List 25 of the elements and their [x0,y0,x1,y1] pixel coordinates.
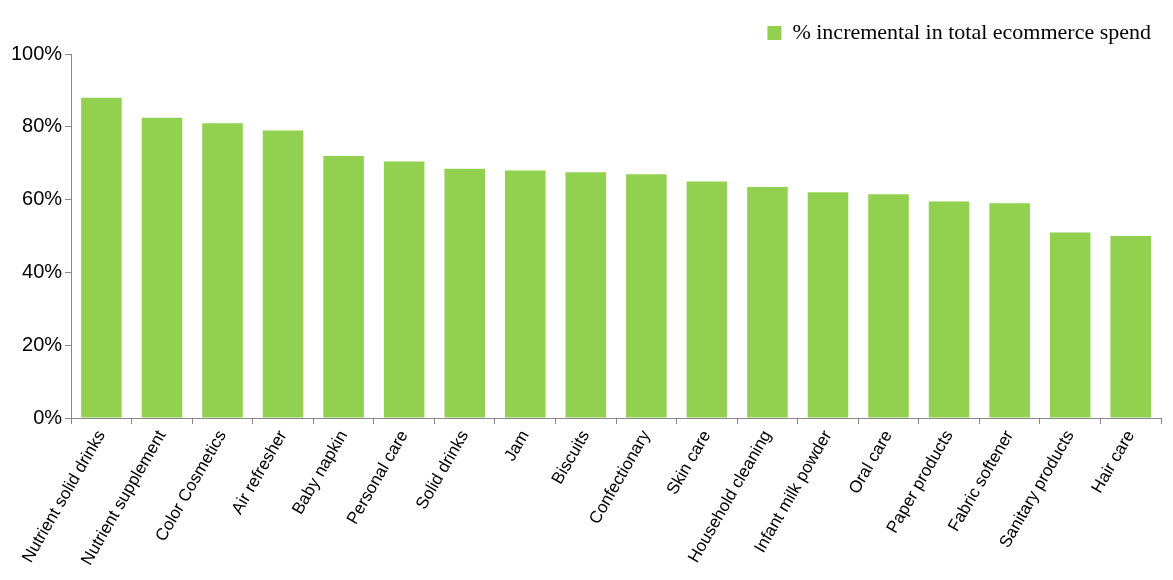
bar [81,97,122,418]
y-tick-label: 100% [11,41,63,64]
bar [1110,236,1152,418]
bar [686,181,728,418]
y-tick-label: 20% [22,332,63,355]
bar [807,192,849,418]
y-tick-label: 60% [22,187,63,210]
bar [989,203,1030,418]
bar [202,123,243,418]
bar [747,186,788,418]
bar [1049,232,1091,418]
y-tick-label: 80% [22,114,63,137]
bar [626,174,667,418]
bar [928,201,970,418]
legend-label: % incremental in total ecommerce spend [792,18,1151,44]
bar [141,117,183,418]
y-tick-label: 0% [33,405,63,428]
bar [868,194,909,418]
bar [323,155,364,418]
bar [262,130,304,418]
bar [504,170,546,418]
y-tick-label: 40% [22,259,63,282]
bar [565,172,607,418]
bar [444,168,485,418]
bar [383,161,425,418]
